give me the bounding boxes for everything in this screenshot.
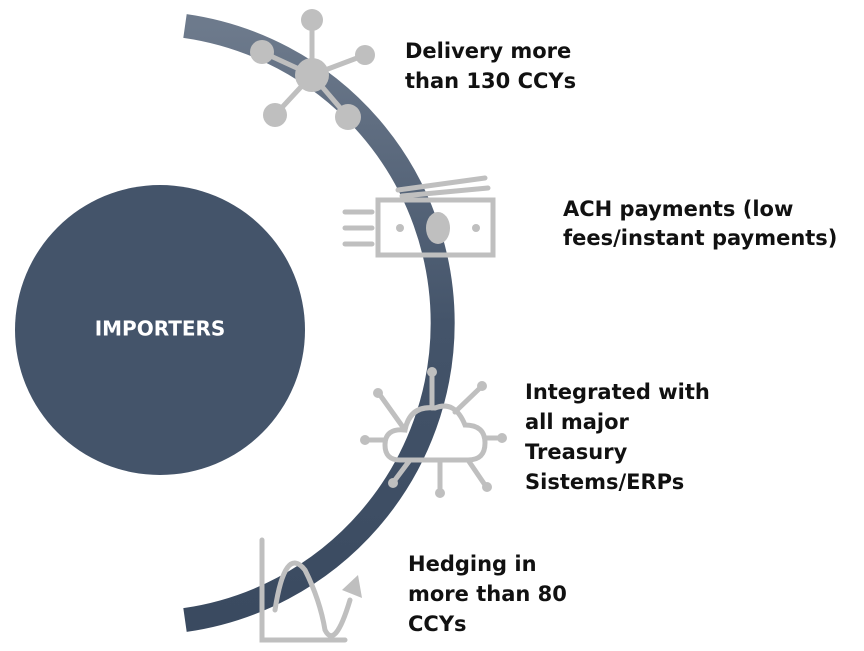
item-text: ACH payments (low	[563, 197, 793, 221]
item-text: Sistems/ERPs	[525, 470, 684, 494]
item-text: Hedging in	[408, 552, 537, 576]
item-text: CCYs	[408, 612, 467, 636]
item-text: Delivery more	[405, 39, 571, 63]
item-text: Integrated with	[525, 380, 710, 404]
item-text: than 130 CCYs	[405, 69, 576, 93]
item-text: Treasury	[525, 440, 628, 464]
item-text: more than 80	[408, 582, 567, 606]
item-text: all major	[525, 410, 630, 434]
money-icon	[342, 175, 496, 258]
chart-icon	[259, 537, 362, 643]
center-circle	[15, 185, 305, 475]
cloud-icon	[360, 367, 507, 498]
item-text: fees/instant payments)	[563, 226, 837, 250]
network-icon	[250, 9, 375, 130]
center-label: IMPORTERS	[95, 317, 226, 341]
